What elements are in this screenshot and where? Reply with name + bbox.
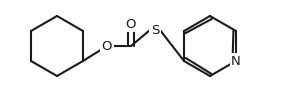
Text: S: S bbox=[151, 23, 159, 37]
Text: O: O bbox=[102, 39, 112, 53]
Text: N: N bbox=[231, 54, 241, 68]
Text: O: O bbox=[126, 17, 136, 31]
